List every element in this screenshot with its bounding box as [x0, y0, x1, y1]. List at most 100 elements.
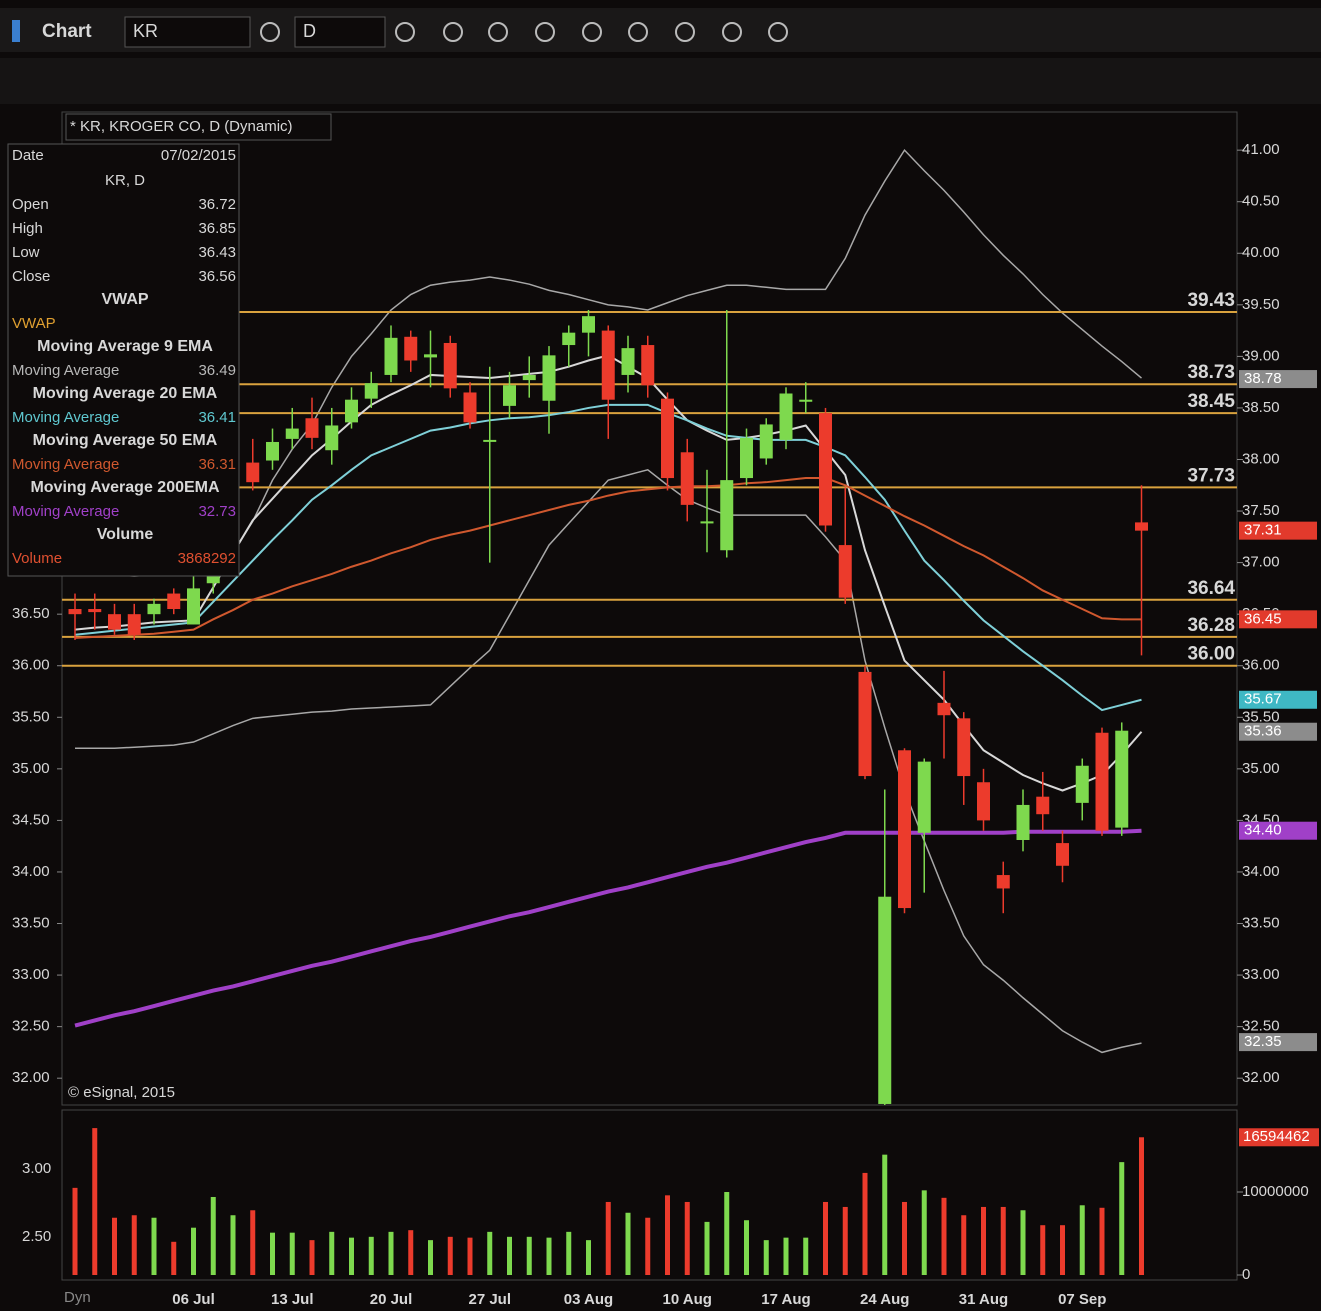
- volume-bar: [329, 1231, 335, 1275]
- candle-body: [305, 418, 319, 438]
- candle-body: [1075, 765, 1089, 803]
- candle-body: [1056, 843, 1069, 866]
- candle-body: [404, 336, 418, 361]
- dw-value: 36.49: [198, 362, 236, 379]
- tool-icon[interactable]: [722, 22, 742, 42]
- volume-bar: [763, 1240, 769, 1275]
- credit: © eSignal, 2015: [68, 1084, 175, 1101]
- data-window: Date 07/02/2015 KR, D Open 36.72 High 36.85 Low…: [7, 143, 240, 577]
- dw-header: Moving Average 9 EMA: [37, 338, 213, 355]
- lower-band: [75, 468, 1142, 1054]
- candle-body: [1135, 522, 1148, 531]
- dw-header: Moving Average 20 EMA: [33, 385, 218, 402]
- x-tick-label: 13 Jul: [271, 1291, 314, 1308]
- price-tag-label: 35.36: [1244, 723, 1282, 740]
- volume-plot: [72, 1128, 1144, 1275]
- x-tick-label: 07 Sep: [1058, 1291, 1106, 1308]
- volume-bar: [882, 1154, 888, 1275]
- volume-bar: [1139, 1137, 1144, 1275]
- dw-value: 36.41: [198, 409, 236, 426]
- tool-icon[interactable]: [768, 22, 788, 42]
- level-label: 38.45: [1187, 391, 1235, 412]
- tool-icon[interactable]: [443, 22, 463, 42]
- volume-bar: [586, 1240, 591, 1275]
- volume-bar: [862, 1172, 868, 1275]
- candle-body: [463, 392, 477, 423]
- tool-icon[interactable]: [675, 22, 695, 42]
- y-tick-label: 39.00: [1242, 347, 1280, 364]
- y-tick-label-left: 34.50: [12, 811, 50, 828]
- volume-bar: [1060, 1225, 1065, 1275]
- price-tag-label: 32.35: [1244, 1033, 1282, 1050]
- y-tick-label-left: 36.00: [12, 657, 50, 674]
- y-tick-label: 32.50: [1242, 1018, 1280, 1035]
- interval-input[interactable]: [294, 16, 386, 48]
- tool-icon[interactable]: [628, 22, 648, 42]
- level-label: 37.73: [1187, 465, 1235, 486]
- symbol[interactable]: KR: [133, 21, 158, 41]
- price-pane: [61, 111, 1238, 1106]
- volume-bar: [704, 1221, 710, 1275]
- volume-bar: [368, 1236, 374, 1275]
- volume-bar: [645, 1217, 651, 1275]
- y-tick-label: 35.50: [1242, 708, 1280, 725]
- y-tick-label-left: 35.50: [12, 708, 50, 725]
- volume-bar: [270, 1232, 275, 1275]
- price-tag: [1239, 722, 1317, 741]
- volume-bar: [803, 1237, 809, 1275]
- tool-icon[interactable]: [582, 22, 602, 42]
- moving-average: [74, 477, 1142, 639]
- candle-body: [384, 337, 398, 375]
- title-box: [65, 113, 332, 141]
- interval[interactable]: D: [303, 21, 316, 41]
- volume-bar: [823, 1201, 828, 1275]
- candle-body: [562, 332, 576, 346]
- price-tag: [1239, 610, 1317, 629]
- candle-body: [167, 593, 181, 610]
- candle-body: [522, 374, 536, 381]
- volume-bar: [1099, 1207, 1105, 1275]
- candle-body: [680, 452, 694, 505]
- volume-bar: [250, 1210, 256, 1275]
- dyn-button[interactable]: Dyn: [64, 1289, 91, 1306]
- volume-bar: [1119, 1162, 1125, 1275]
- candle-body: [937, 702, 951, 716]
- dw-label: Moving Average: [12, 362, 119, 379]
- y-tick-label: 37.50: [1242, 502, 1280, 519]
- tool-icon[interactable]: [260, 22, 280, 42]
- y-tick-label: 41.00: [1242, 141, 1280, 158]
- level-label: 38.73: [1187, 362, 1235, 383]
- volume-bar: [230, 1215, 236, 1275]
- volume-left-label: 2.50: [22, 1228, 51, 1245]
- price-tag-label: 34.40: [1244, 822, 1282, 839]
- candle-body: [621, 348, 635, 375]
- volume-bar: [1020, 1210, 1026, 1275]
- volume-bar: [92, 1128, 98, 1275]
- candle-body: [858, 671, 872, 777]
- volume-left-label: 3.00: [22, 1160, 51, 1177]
- chart-icon: [12, 20, 20, 42]
- x-tick-label: 27 Jul: [468, 1291, 511, 1308]
- dw-value: 36.56: [198, 268, 236, 285]
- volume-bar: [191, 1227, 196, 1275]
- symbol-input[interactable]: [124, 16, 251, 48]
- candle-body: [266, 441, 279, 461]
- volume-tag-label: 16594462: [1243, 1128, 1310, 1145]
- price-tag: [1239, 370, 1317, 389]
- price-tag: [1239, 521, 1317, 540]
- tool-icon[interactable]: [395, 22, 415, 42]
- tool-icon[interactable]: [535, 22, 555, 42]
- y-tick-label-left: 35.00: [12, 760, 50, 777]
- candle-body: [1016, 804, 1030, 840]
- drawing-toolbar: [0, 58, 1321, 104]
- price-tag: [1239, 821, 1317, 840]
- candle-body: [759, 424, 773, 459]
- y-tick-label-left: 32.00: [12, 1069, 50, 1086]
- volume-bar: [171, 1241, 177, 1275]
- y-tick-label-left: 36.50: [12, 605, 50, 622]
- tool-icon[interactable]: [488, 22, 508, 42]
- x-tick-label: 10 Aug: [663, 1291, 712, 1308]
- volume-bar: [921, 1190, 927, 1275]
- x-tick-label: 17 Aug: [761, 1291, 810, 1308]
- y-tick-label: 32.00: [1242, 1069, 1280, 1086]
